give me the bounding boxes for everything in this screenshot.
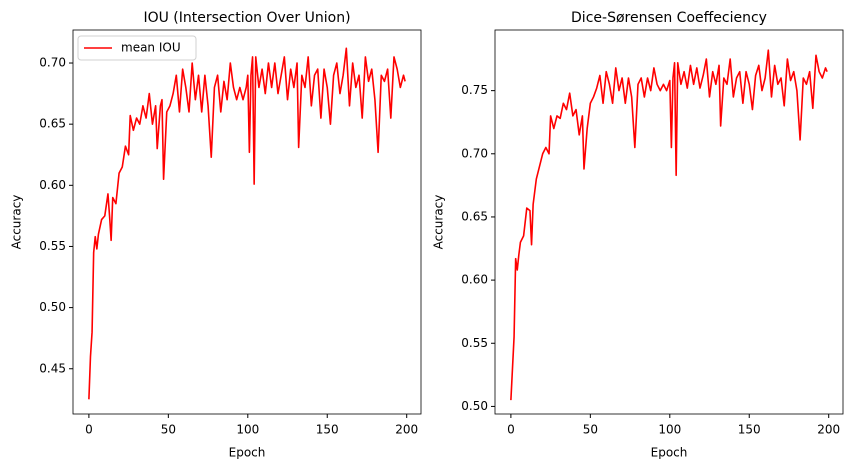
y-tick-label: 0.75 <box>461 83 488 97</box>
y-tick-label: 0.45 <box>39 361 66 375</box>
y-tick-label: 0.50 <box>39 300 66 314</box>
chart-panel: IOU (Intersection Over Union) Epoch Accura… <box>10 10 422 460</box>
x-tick-label: 200 <box>817 423 840 437</box>
y-tick-label: 0.65 <box>461 209 488 223</box>
x-tick-label: 100 <box>236 423 259 437</box>
legend-box <box>77 35 197 61</box>
y-tick-label: 0.55 <box>461 336 488 350</box>
y-axis-label: Accuracy <box>432 195 446 250</box>
x-tick-label: 100 <box>658 423 681 437</box>
x-tick-label: 150 <box>316 423 339 437</box>
chart-title: Dice-Sørensen Coeffeciency <box>571 10 767 26</box>
x-tick-label: 150 <box>738 423 761 437</box>
axes-frame <box>72 29 422 415</box>
x-tick-label: 50 <box>161 423 176 437</box>
y-axis-label: Accuracy <box>10 195 24 250</box>
x-tick-label: 0 <box>85 423 93 437</box>
y-tick-label: 0.70 <box>39 56 66 70</box>
legend-label: mean IOU <box>121 41 181 55</box>
data-line <box>88 47 406 400</box>
x-tick-label: 0 <box>507 423 515 437</box>
data-line <box>510 49 828 401</box>
axes-frame <box>494 29 844 415</box>
y-tick-label: 0.60 <box>461 273 488 287</box>
y-tick-label: 0.50 <box>461 399 488 413</box>
y-tick-label: 0.55 <box>39 239 66 253</box>
chart-title: IOU (Intersection Over Union) <box>143 10 350 26</box>
y-tick-label: 0.70 <box>461 146 488 160</box>
x-tick-label: 200 <box>395 423 418 437</box>
y-tick-label: 0.60 <box>39 178 66 192</box>
y-tick-label: 0.65 <box>39 117 66 131</box>
x-axis-label: Epoch <box>651 446 688 460</box>
x-tick-label: 50 <box>583 423 598 437</box>
chart-panel: Dice-Sørensen Coeffeciency Epoch Accuracy 0… <box>432 10 844 460</box>
x-axis-label: Epoch <box>229 446 266 460</box>
